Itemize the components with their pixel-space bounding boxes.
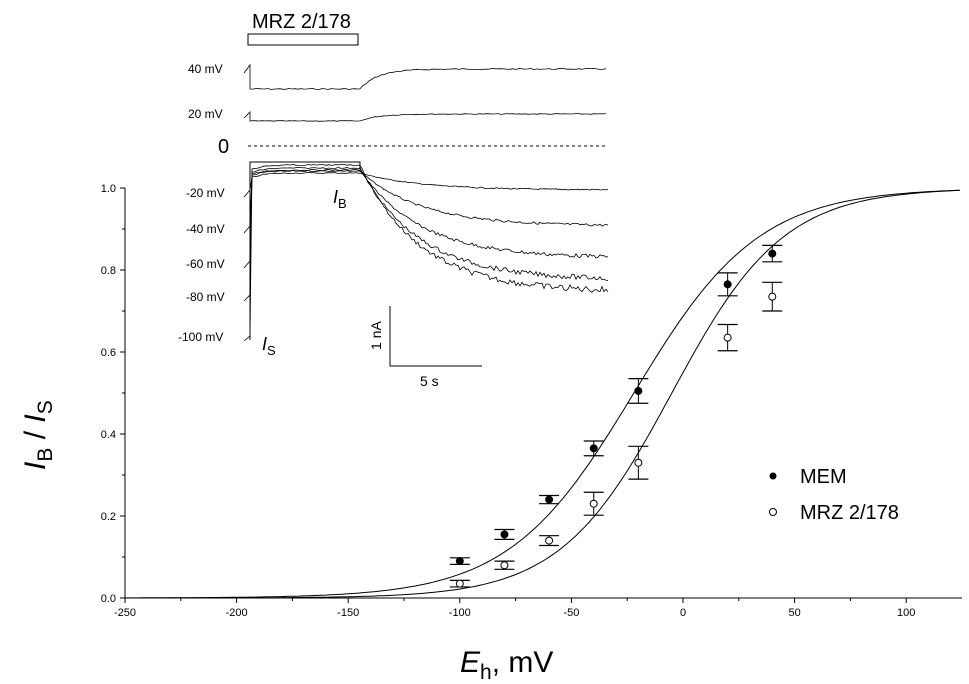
y-tick-label: 0.6 — [101, 347, 116, 359]
inset-application-bar — [247, 33, 359, 46]
x-tick-label: -50 — [563, 607, 579, 619]
y-tick-label: 0.2 — [101, 511, 116, 523]
inset-trace-label-20: 20 mV — [188, 107, 223, 121]
data-point-1 — [455, 579, 464, 588]
inset-trace-envelope — [249, 161, 361, 340]
data-points — [449, 244, 783, 588]
y-axis-title: IB / IS — [19, 400, 57, 470]
y-tick-label: 1.0 — [101, 183, 116, 195]
x-tick-label: -150 — [337, 607, 359, 619]
data-point-0 — [500, 530, 509, 539]
data-point-1 — [768, 292, 777, 301]
inset-trace-label-m100: -100 mV — [178, 330, 223, 344]
inset-trace-label-m60: -60 mV — [186, 257, 225, 271]
fit-curves — [125, 189, 960, 599]
inset-trace-label-40: 40 mV — [188, 62, 223, 76]
data-point-1 — [634, 458, 643, 467]
inset-traces: MRZ 2/178 0 40 mV 20 mV -20 mV -40 mV -6… — [178, 11, 609, 389]
data-point-0 — [545, 495, 554, 504]
inset-trace-3 — [243, 170, 609, 234]
inset-scale-current-label: 1 nA — [368, 321, 384, 350]
data-point-0 — [589, 444, 598, 453]
x-tick-label: -200 — [226, 607, 248, 619]
x-tick-label: 50 — [788, 607, 800, 619]
legend: MEM MRZ 2/178 — [769, 466, 899, 524]
data-point-1 — [589, 499, 598, 508]
y-tick-label: 0.0 — [101, 593, 116, 605]
x-tick-label: 0 — [680, 607, 686, 619]
data-point-1 — [500, 561, 509, 570]
x-ticks: -250 -200 -150 -100 -50 0 50 100 — [114, 598, 915, 619]
x-tick-label: -250 — [114, 607, 136, 619]
inset-trace-2 — [243, 172, 609, 198]
x-tick-label: -100 — [449, 607, 471, 619]
data-point-1 — [723, 333, 732, 342]
y-tick-label: 0.8 — [101, 265, 116, 277]
inset-trace-label-m80: -80 mV — [186, 290, 225, 304]
data-point-0 — [723, 280, 732, 289]
inset-trace-4 — [243, 168, 609, 269]
fit-curve-1 — [125, 189, 960, 599]
inset-trace-label-m40: -40 mV — [186, 222, 225, 236]
data-point-0 — [455, 557, 464, 566]
y-tick-label: 0.4 — [101, 429, 116, 441]
inset-trace-1 — [243, 111, 607, 122]
y-ticks: 0.0 0.2 0.4 0.6 0.8 1.0 — [101, 183, 125, 605]
data-point-1 — [545, 536, 554, 545]
inset-zero-label: 0 — [218, 136, 229, 158]
inset-scale-time-label: 5 s — [420, 373, 439, 389]
inset-trace-6 — [243, 163, 609, 342]
inset-is-label: IS — [262, 334, 276, 358]
legend-label-mrz: MRZ 2/178 — [800, 502, 899, 524]
inset-trace-label-m20: -20 mV — [186, 186, 225, 200]
inset-trace-lines — [243, 63, 609, 342]
data-point-0 — [768, 249, 777, 258]
fit-curve-0 — [125, 189, 960, 599]
x-tick-label: 100 — [897, 607, 915, 619]
x-axis-title: Eh, mV — [460, 646, 553, 684]
inset-application-label: MRZ 2/178 — [252, 11, 351, 33]
legend-marker-mem — [769, 472, 777, 480]
inset-trace-5 — [243, 167, 609, 302]
legend-marker-mrz — [769, 508, 777, 516]
inset-trace-0 — [243, 63, 607, 91]
data-point-0 — [634, 386, 643, 395]
inset-ib-label: IB — [333, 187, 347, 211]
legend-label-mem: MEM — [800, 466, 847, 488]
